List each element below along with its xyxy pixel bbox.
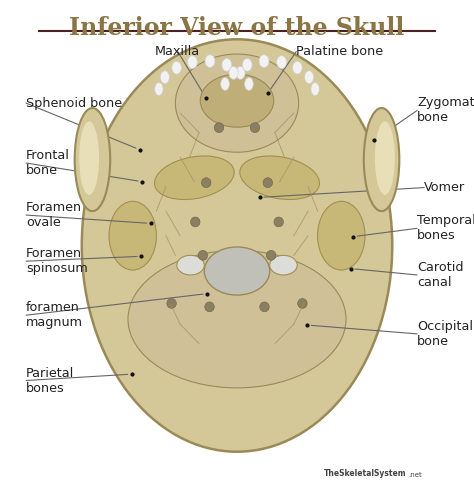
Text: foramen
magnum: foramen magnum [26, 301, 83, 329]
Text: Zygomatic
bone: Zygomatic bone [417, 96, 474, 125]
Ellipse shape [82, 39, 392, 452]
Circle shape [250, 123, 260, 133]
Ellipse shape [229, 66, 238, 79]
Ellipse shape [311, 82, 319, 95]
Text: .net: .net [409, 472, 422, 478]
Ellipse shape [270, 255, 297, 275]
Ellipse shape [375, 121, 395, 195]
Circle shape [263, 178, 273, 188]
Ellipse shape [222, 58, 232, 71]
Ellipse shape [259, 55, 269, 67]
Ellipse shape [240, 156, 319, 199]
Ellipse shape [292, 61, 302, 74]
Ellipse shape [79, 121, 99, 195]
Ellipse shape [318, 201, 365, 270]
Circle shape [298, 299, 307, 308]
Circle shape [205, 302, 214, 312]
Ellipse shape [172, 61, 182, 74]
Ellipse shape [245, 78, 253, 90]
Text: Vomer: Vomer [424, 181, 465, 194]
Text: Inferior View of the Skull: Inferior View of the Skull [69, 16, 405, 40]
Text: Carotid
canal: Carotid canal [417, 261, 464, 289]
Circle shape [214, 123, 224, 133]
Text: Frontal
bone: Frontal bone [26, 149, 70, 177]
Ellipse shape [364, 108, 399, 211]
Ellipse shape [160, 71, 169, 83]
Circle shape [260, 302, 269, 312]
Ellipse shape [305, 71, 314, 83]
Ellipse shape [204, 247, 270, 295]
Text: Foramen
spinosum: Foramen spinosum [26, 247, 88, 275]
Circle shape [274, 217, 283, 227]
Text: Occipital
bone: Occipital bone [417, 320, 473, 348]
Ellipse shape [177, 255, 204, 275]
Ellipse shape [109, 201, 156, 270]
Circle shape [167, 299, 176, 308]
Text: TheSkeletalSystem: TheSkeletalSystem [324, 469, 407, 478]
Ellipse shape [236, 66, 245, 79]
Ellipse shape [155, 82, 163, 95]
Circle shape [198, 250, 208, 260]
Text: Maxilla: Maxilla [155, 45, 201, 58]
Circle shape [266, 250, 276, 260]
Text: Palatine bone: Palatine bone [296, 45, 383, 58]
Ellipse shape [155, 156, 234, 199]
Ellipse shape [75, 108, 110, 211]
Ellipse shape [205, 55, 215, 67]
Ellipse shape [128, 250, 346, 388]
Ellipse shape [175, 54, 299, 152]
Ellipse shape [277, 55, 286, 68]
Ellipse shape [242, 58, 252, 71]
Ellipse shape [221, 78, 229, 90]
Text: Sphenoid bone: Sphenoid bone [26, 97, 122, 109]
Circle shape [201, 178, 211, 188]
Text: Temporal
bones: Temporal bones [417, 214, 474, 243]
Ellipse shape [200, 74, 274, 127]
Text: Parietal
bones: Parietal bones [26, 366, 74, 395]
Ellipse shape [188, 55, 197, 68]
Text: Foramen
ovale: Foramen ovale [26, 201, 82, 229]
Circle shape [191, 217, 200, 227]
